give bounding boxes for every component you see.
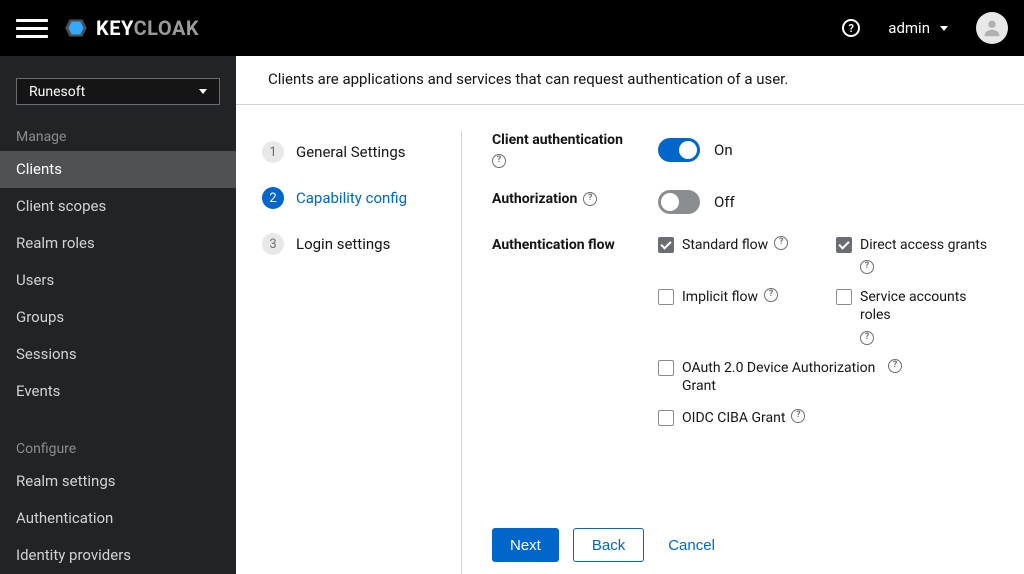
realm-selected: Runesoft bbox=[29, 84, 85, 100]
flow-service: Service accounts roles? bbox=[836, 288, 998, 344]
step-number: 3 bbox=[262, 233, 284, 255]
info-icon[interactable]: ? bbox=[764, 288, 778, 302]
sidebar: Runesoft Manage Clients Client scopes Re… bbox=[0, 56, 236, 574]
flow-direct: Direct access grants? bbox=[836, 236, 998, 274]
info-icon[interactable]: ? bbox=[888, 359, 902, 373]
info-icon[interactable]: ? bbox=[860, 260, 874, 274]
user-menu[interactable]: admin bbox=[888, 19, 948, 37]
flow-service-checkbox[interactable] bbox=[836, 289, 852, 305]
username: admin bbox=[888, 19, 930, 37]
form-area: Client authentication ? On Authorization bbox=[462, 131, 998, 574]
sidebar-item-realm-settings[interactable]: Realm settings bbox=[0, 463, 236, 500]
brand-text: KEYCLOAK bbox=[96, 16, 199, 40]
wizard-footer: Next Back Cancel bbox=[492, 508, 998, 574]
brand-icon bbox=[62, 14, 90, 42]
flow-ciba-checkbox[interactable] bbox=[658, 410, 674, 426]
sidebar-item-sessions[interactable]: Sessions bbox=[0, 336, 236, 373]
flow-direct-checkbox[interactable] bbox=[836, 237, 852, 253]
info-icon[interactable]: ? bbox=[583, 192, 597, 206]
section-manage-label: Manage bbox=[0, 119, 236, 151]
step-number: 2 bbox=[262, 187, 284, 209]
cancel-button[interactable]: Cancel bbox=[658, 528, 733, 562]
client-auth-switch[interactable] bbox=[658, 138, 700, 162]
next-button[interactable]: Next bbox=[492, 528, 559, 562]
brand-logo[interactable]: KEYCLOAK bbox=[62, 14, 199, 42]
topbar: KEYCLOAK ? admin bbox=[0, 0, 1024, 56]
info-icon[interactable]: ? bbox=[774, 236, 788, 250]
realm-selector[interactable]: Runesoft bbox=[16, 78, 220, 105]
sidebar-item-client-scopes[interactable]: Client scopes bbox=[0, 188, 236, 225]
info-icon[interactable]: ? bbox=[860, 331, 874, 345]
wizard-step-capability[interactable]: 2 Capability config bbox=[262, 181, 461, 227]
chevron-down-icon bbox=[940, 26, 948, 31]
info-icon[interactable]: ? bbox=[791, 409, 805, 423]
sidebar-item-realm-roles[interactable]: Realm roles bbox=[0, 225, 236, 262]
wizard-step-login[interactable]: 3 Login settings bbox=[262, 227, 461, 273]
menu-toggle[interactable] bbox=[16, 12, 48, 44]
client-auth-label: Client authentication ? bbox=[492, 131, 658, 168]
step-label: Login settings bbox=[296, 235, 390, 253]
authorization-switch[interactable] bbox=[658, 190, 700, 214]
sidebar-item-users[interactable]: Users bbox=[0, 262, 236, 299]
step-number: 1 bbox=[262, 141, 284, 163]
auth-flow-label: Authentication flow bbox=[492, 236, 658, 427]
page-description: Clients are applications and services th… bbox=[236, 56, 1024, 105]
help-icon[interactable]: ? bbox=[842, 19, 860, 37]
info-icon[interactable]: ? bbox=[492, 154, 506, 168]
back-button[interactable]: Back bbox=[573, 528, 644, 562]
flow-device: OAuth 2.0 Device Authorization Grant? bbox=[658, 359, 998, 395]
wizard-nav: 1 General Settings 2 Capability config 3… bbox=[262, 131, 462, 574]
flow-standard: Standard flow? bbox=[658, 236, 820, 274]
sidebar-item-groups[interactable]: Groups bbox=[0, 299, 236, 336]
flow-implicit: Implicit flow? bbox=[658, 288, 820, 344]
chevron-down-icon bbox=[199, 89, 207, 94]
sidebar-item-events[interactable]: Events bbox=[0, 373, 236, 410]
wizard-step-general[interactable]: 1 General Settings bbox=[262, 135, 461, 181]
flow-standard-checkbox[interactable] bbox=[658, 237, 674, 253]
flow-ciba: OIDC CIBA Grant? bbox=[658, 409, 998, 427]
sidebar-item-identity-providers[interactable]: Identity providers bbox=[0, 537, 236, 574]
sidebar-item-clients[interactable]: Clients bbox=[0, 151, 236, 188]
authorization-value: Off bbox=[714, 193, 735, 211]
flow-implicit-checkbox[interactable] bbox=[658, 289, 674, 305]
client-auth-value: On bbox=[714, 141, 733, 159]
step-label: General Settings bbox=[296, 143, 406, 161]
avatar[interactable] bbox=[976, 12, 1008, 44]
section-configure-label: Configure bbox=[0, 431, 236, 463]
step-label: Capability config bbox=[296, 189, 407, 207]
authorization-label: Authorization ? bbox=[492, 190, 658, 214]
main: Clients are applications and services th… bbox=[236, 56, 1024, 574]
sidebar-item-authentication[interactable]: Authentication bbox=[0, 500, 236, 537]
flow-device-checkbox[interactable] bbox=[658, 360, 674, 376]
